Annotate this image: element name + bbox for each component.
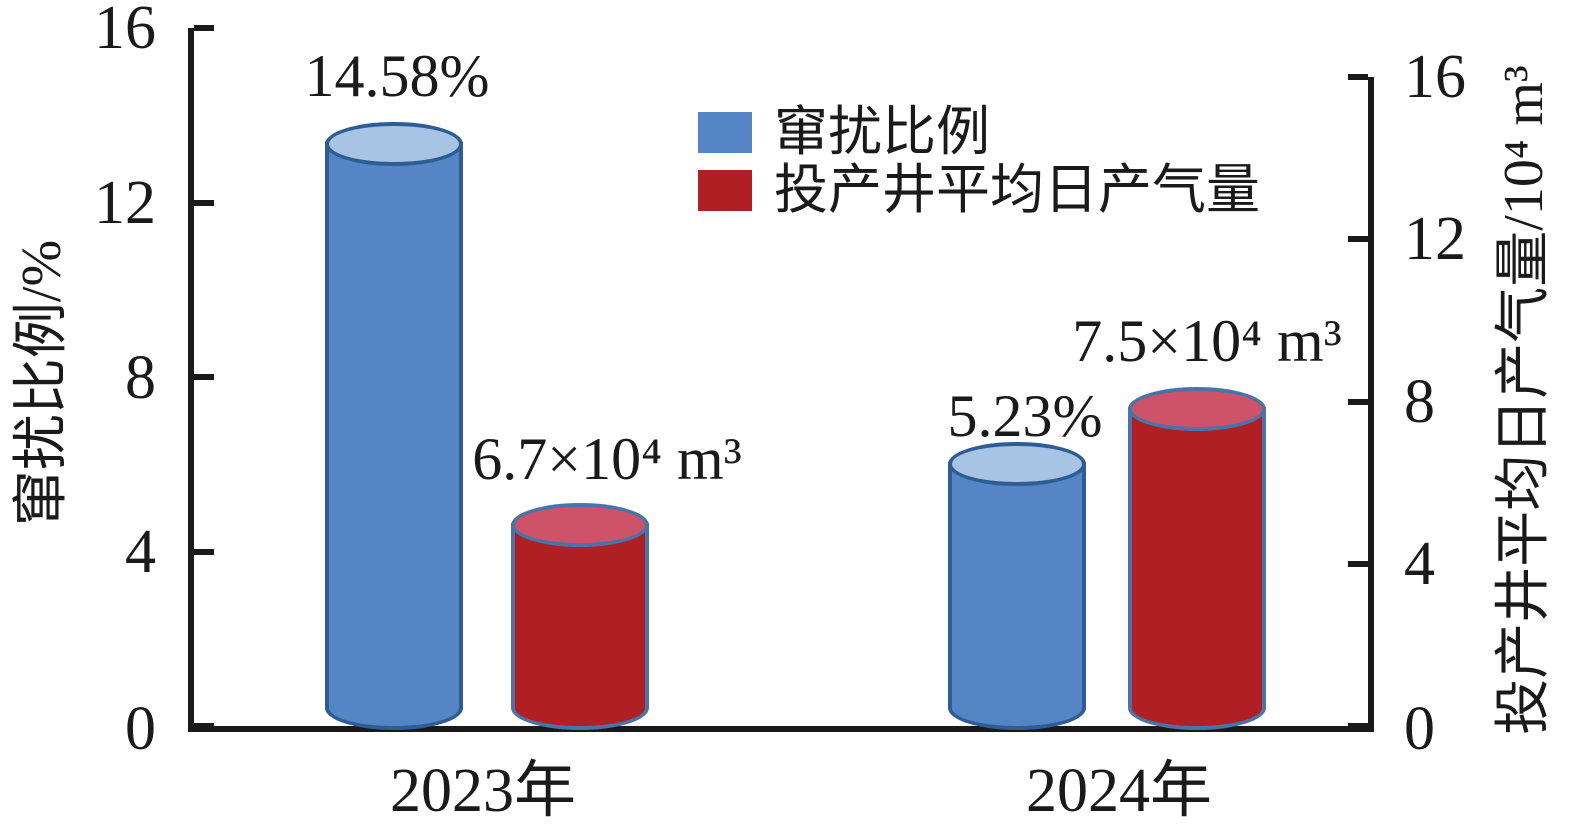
right-tick-label-0: 0 bbox=[1404, 695, 1435, 763]
left-tick-label-4: 4 bbox=[125, 518, 156, 586]
data-label-red-2024: 7.5×10⁴ m³ bbox=[1072, 308, 1342, 374]
cylinder-body bbox=[511, 522, 649, 730]
left-tick-label-0: 0 bbox=[125, 695, 156, 763]
cylinder-top-ellipse bbox=[1128, 387, 1266, 432]
left-axis-tick-mark bbox=[194, 548, 214, 555]
left-axis-tick-mark bbox=[194, 374, 214, 380]
left-axis-tick-mark bbox=[194, 25, 214, 31]
right-axis-title: 投产井平均日产气量/10⁴ m³ bbox=[1493, 65, 1555, 735]
legend-label-blue: 窜扰比例 bbox=[774, 102, 990, 162]
cylinder-top-ellipse bbox=[511, 502, 649, 547]
cylinder-top-ellipse bbox=[948, 442, 1086, 487]
bar-blue-2024年 bbox=[948, 442, 1086, 730]
right-tick-label-12: 12 bbox=[1404, 205, 1466, 273]
right-axis-line bbox=[1368, 77, 1374, 732]
bar-red-2024年 bbox=[1128, 387, 1266, 730]
left-axis-title: 窜扰比例/% bbox=[11, 239, 73, 527]
right-axis-tick-mark bbox=[1348, 560, 1368, 567]
left-axis-tick-mark bbox=[194, 723, 214, 729]
left-tick-label-16: 16 bbox=[94, 0, 156, 62]
right-tick-label-16: 16 bbox=[1404, 43, 1466, 111]
cylinder-body bbox=[1128, 407, 1266, 730]
data-label-red-2023: 6.7×10⁴ m³ bbox=[472, 426, 742, 492]
legend-swatch-blue bbox=[698, 111, 752, 153]
right-axis-tick-mark bbox=[1348, 236, 1368, 243]
left-tick-label-12: 12 bbox=[94, 169, 156, 237]
left-axis-tick-mark bbox=[194, 199, 214, 206]
cylinder-top-ellipse bbox=[325, 121, 463, 166]
right-axis-tick-mark bbox=[1348, 398, 1368, 405]
right-axis-tick-mark bbox=[1348, 74, 1368, 80]
category-label-2024: 2024年 bbox=[1025, 757, 1213, 825]
legend-label-red: 投产井平均日产气量 bbox=[774, 160, 1260, 220]
left-tick-label-8: 8 bbox=[125, 344, 156, 412]
right-tick-label-4: 4 bbox=[1404, 530, 1435, 598]
right-tick-label-8: 8 bbox=[1404, 368, 1435, 436]
legend-item-red: 投产井平均日产气量 bbox=[698, 162, 1260, 218]
bar-red-2023年 bbox=[511, 502, 649, 730]
data-label-blue-2024: 5.23% bbox=[947, 383, 1103, 449]
category-label-2023: 2023年 bbox=[389, 757, 577, 825]
data-label-blue-2023: 14.58% bbox=[304, 43, 490, 109]
cylinder-body bbox=[325, 141, 463, 730]
cylinder-body bbox=[948, 462, 1086, 730]
x-axis-line bbox=[188, 726, 1374, 732]
bar-blue-2023年 bbox=[325, 121, 463, 730]
left-axis-line bbox=[188, 28, 194, 732]
right-axis-tick-mark bbox=[1348, 723, 1368, 729]
legend-item-blue: 窜扰比例 bbox=[698, 104, 990, 160]
legend-swatch-red bbox=[698, 169, 752, 211]
